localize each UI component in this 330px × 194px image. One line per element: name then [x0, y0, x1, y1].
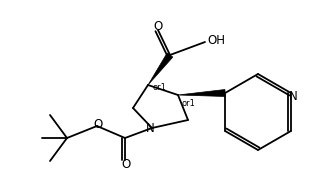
- Polygon shape: [148, 53, 173, 85]
- Text: OH: OH: [207, 35, 225, 48]
- Text: or1: or1: [181, 99, 195, 107]
- Text: O: O: [121, 158, 131, 171]
- Polygon shape: [178, 89, 225, 96]
- Text: or1: or1: [152, 83, 166, 93]
- Text: N: N: [288, 89, 297, 102]
- Text: O: O: [153, 20, 163, 33]
- Text: N: N: [146, 122, 154, 135]
- Text: O: O: [93, 119, 103, 132]
